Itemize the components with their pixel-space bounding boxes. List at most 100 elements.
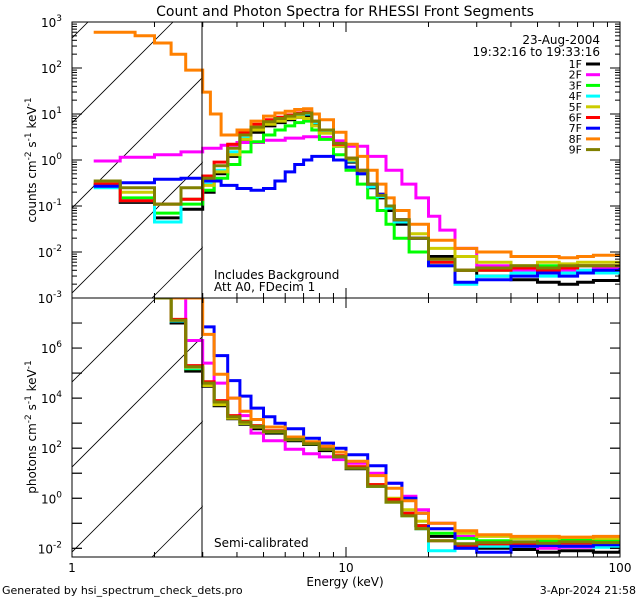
y-tick-exponent: -1: [53, 198, 62, 208]
y-tick-label: 10-3: [38, 290, 62, 306]
series-6F-photons: [154, 298, 620, 548]
legend-item-6F: 6F: [569, 112, 600, 125]
y-axis-label-top: counts cm-2 s-1 keV-1: [24, 97, 39, 222]
y-tick-base: 10: [41, 492, 56, 506]
hatch-line: [72, 335, 203, 468]
chart-title: Count and Photon Spectra for RHESSI Fron…: [156, 4, 534, 20]
y-tick-base: 10: [38, 200, 53, 214]
y-tick-label: 102: [41, 60, 62, 76]
y-tick-exponent: 0: [56, 152, 62, 162]
legend-item-4F: 4F: [569, 90, 600, 103]
plot-frame-bottom: [71, 297, 621, 558]
y-tick-exponent: -2: [53, 244, 62, 254]
hatch-line: [72, 76, 203, 209]
legend-date: 23-Aug-2004: [522, 33, 600, 47]
ylabel-top-exp1: -2: [24, 151, 34, 160]
ylabel-bottom-mid: s: [25, 404, 39, 414]
legend-label: 5F: [569, 101, 582, 114]
x-tick-label: 1: [68, 561, 76, 575]
y-tick-base: 10: [41, 62, 56, 76]
legend-item-8F: 8F: [569, 133, 600, 146]
y-tick-base: 10: [38, 292, 53, 306]
x-tick-label: 100: [609, 561, 632, 575]
y-tick-label: 103: [41, 14, 62, 30]
y-tick-label: 106: [41, 340, 62, 356]
y-tick-label: 100: [41, 152, 62, 168]
svg-text:counts cm-2 s-1 keV-1: counts cm-2 s-1 keV-1: [24, 97, 39, 222]
y-tick-label: 10-1: [38, 198, 62, 214]
legend-item-9F: 9F: [569, 144, 600, 157]
series-1F-counts: [93, 114, 620, 286]
y-tick-base: 10: [41, 342, 56, 356]
y-tick-base: 10: [41, 154, 56, 168]
svg-text:photons cm-2 s-1 keV-1: photons cm-2 s-1 keV-1: [24, 360, 39, 494]
series-7F-photons: [202, 325, 620, 554]
series-3F-photons: [154, 298, 620, 544]
hatch-line: [72, 161, 203, 294]
ylabel-bottom-main: photons cm: [25, 423, 39, 494]
footer-timestamp: 3-Apr-2024 21:58: [540, 584, 636, 597]
y-tick-exponent: -3: [53, 290, 62, 300]
series-9F-photons: [154, 298, 620, 546]
y-tick-base: 10: [41, 442, 56, 456]
ylabel-top-main: counts cm: [25, 160, 39, 222]
y-tick-label: 102: [41, 440, 62, 456]
series-4F-photons: [154, 298, 620, 553]
legend-item-7F: 7F: [569, 122, 600, 135]
y-tick-exponent: 1: [56, 106, 62, 116]
series-6F-counts: [93, 110, 620, 272]
y-tick-base: 10: [41, 108, 56, 122]
legend-time-range: 19:32:16 to 19:33:16: [473, 45, 600, 59]
ylabel-bottom-exp3: -1: [24, 360, 34, 369]
series-9F-counts: [93, 111, 620, 272]
y-tick-exponent: -2: [53, 540, 62, 550]
y-tick-exponent: 0: [56, 490, 62, 500]
annotation-attenuator: Att A0, FDecim 1: [214, 280, 315, 294]
series-4F-counts: [93, 112, 620, 286]
ylabel-bottom-end: keV: [25, 368, 39, 395]
y-tick-label: 101: [41, 106, 62, 122]
hatch-line: [72, 420, 203, 553]
legend-label: 7F: [569, 122, 582, 135]
hatch-line: [0, 0, 412, 557]
y-tick-base: 10: [38, 542, 53, 556]
legend-item-2F: 2F: [569, 69, 600, 82]
y-tick-exponent: 6: [56, 340, 62, 350]
y-tick-base: 10: [41, 392, 56, 406]
y-tick-exponent: 2: [56, 440, 62, 450]
axis-ticks: [71, 21, 620, 557]
legend-label: 4F: [569, 90, 582, 103]
ylabel-top-end: keV: [25, 106, 39, 133]
legend-label: 1F: [569, 58, 582, 71]
y-tick-label: 10-2: [38, 540, 62, 556]
annotation-background: Includes Background: [214, 268, 339, 282]
series-group-bottom: [154, 298, 620, 554]
ylabel-top-mid: s: [25, 141, 39, 151]
legend-label: 3F: [569, 79, 582, 92]
y-tick-exponent: 3: [56, 14, 62, 24]
y-tick-base: 10: [41, 16, 56, 30]
legend-item-1F: 1F: [569, 58, 600, 71]
y-tick-base: 10: [38, 246, 53, 260]
series-8F-counts: [93, 30, 620, 260]
ylabel-bottom-exp1: -2: [24, 414, 34, 423]
ylabel-bottom-exp2: -1: [24, 395, 34, 404]
hatch-line: [0, 0, 157, 298]
axis-tick-labels: 10310210110010-110-210-310610410210010-2…: [38, 14, 632, 575]
footer-generator: Generated by hsi_spectrum_check_dets.pro: [2, 584, 243, 597]
y-tick-label: 100: [41, 490, 62, 506]
legend-label: 9F: [569, 144, 582, 157]
series-5F-counts: [93, 115, 620, 268]
legend-label: 8F: [569, 133, 582, 146]
series-1F-photons: [154, 298, 620, 554]
legend-label: 2F: [569, 69, 582, 82]
y-tick-label: 104: [41, 390, 62, 406]
legend-item-3F: 3F: [569, 79, 600, 92]
x-tick-label: 10: [338, 561, 353, 575]
x-axis-label: Energy (keV): [306, 575, 383, 589]
series-7F-counts: [93, 154, 620, 284]
series-group-top: [93, 30, 620, 286]
hatch-region-top: [0, 0, 203, 298]
hatch-region-bottom: [0, 0, 412, 557]
